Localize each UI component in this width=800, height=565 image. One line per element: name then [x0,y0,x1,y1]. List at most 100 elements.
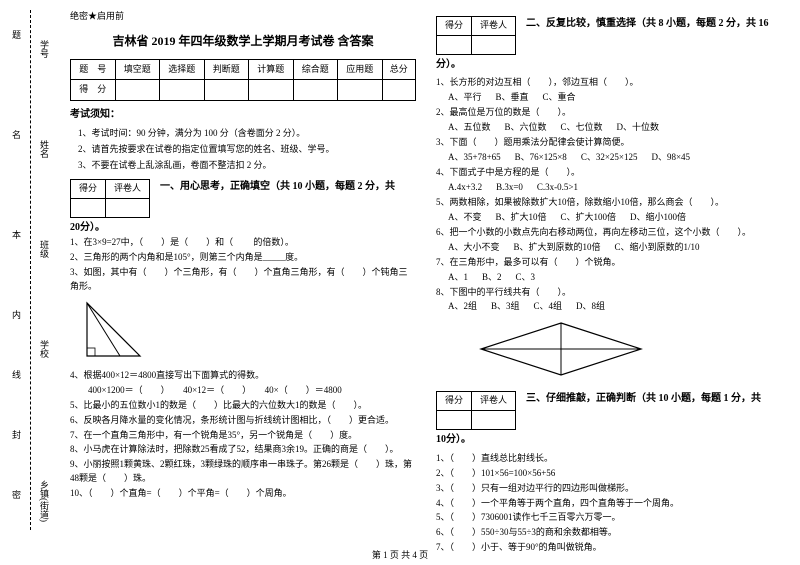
th: 选择题 [160,59,205,80]
table-row: 得 分 [71,80,416,101]
opt: D、8组 [576,300,605,314]
td[interactable] [437,35,472,54]
section-1-title: 一、用心思考，正确填空（共 10 小题，每题 2 分，共 [160,179,416,195]
opt: B、六位数 [505,121,547,135]
th: 综合题 [293,59,338,80]
s3q2: 2、（ ）101×56=100×56+56 [436,467,782,481]
s3q4: 4、（ ）一个平角等于两个直角，四个直角等于一个周角。 [436,497,782,511]
section-3-header: 得分评卷人 三、仔细推敲，正确判断（共 10 小题，每题 1 分，共 [436,391,782,430]
th: 计算题 [249,59,294,80]
side-label-class: 班级 [38,240,51,258]
q3: 3、如图，其中有（ ）个三角形，有（ ）个直角三角形，有（ ）个钝角三角形。 [70,266,416,294]
s3q6: 6、（ ）550÷30与55÷3的商和余数都相等。 [436,526,782,540]
confidential-label: 绝密★启用前 [70,10,416,24]
opt: C、3 [516,271,536,285]
opt: C、扩大100倍 [561,211,617,225]
td[interactable] [472,411,516,430]
td[interactable] [437,411,472,430]
right-column: 得分评卷人 二、反复比较，慎重选择（共 8 小题，每题 2 分，共 16 分）。… [426,10,792,540]
opt: A、1 [448,271,468,285]
s2q8: 8、下图中的平行线共有（ ）。 [436,286,782,300]
score-mini-table: 得分评卷人 [70,179,150,218]
notice-title: 考试须知： [70,107,416,123]
s2q3: 3、下面（ ）题用乘法分配律会使计算简便。 [436,136,782,150]
notice-item: 1、考试时间：90 分钟，满分为 100 分（含卷面分 2 分）。 [78,127,416,141]
q8: 8、小马虎在计算除法时，把除数25看成了52，结果商3余19。正确的商是（ ）。 [70,443,416,457]
section-2-title: 二、反复比较，慎重选择（共 8 小题，每题 2 分，共 16 [526,16,782,32]
opt: A、不变 [448,211,482,225]
side-label-name: 姓名 [38,140,51,158]
exam-title: 吉林省 2019 年四年级数学上学期月考试卷 含答案 [70,32,416,51]
side-marker: 密 [10,490,23,499]
opt: C、缩小到原数的1/10 [615,241,700,255]
opt: A、2组 [448,300,477,314]
triangle-svg [82,298,172,360]
s2q7: 7、在三角形中，最多可以有（ ）个锐角。 [436,256,782,270]
opt: B、3组 [491,300,520,314]
th: 题 号 [71,59,116,80]
side-label-town: 乡镇(街道) [38,480,51,522]
td: 得分 [437,17,472,36]
q10: 10、（ ）个直角=（ ）个平角=（ ）个周角。 [70,487,416,501]
opt: C、七位数 [561,121,603,135]
page-body: 绝密★启用前 吉林省 2019 年四年级数学上学期月考试卷 含答案 题 号 填空… [0,0,800,540]
opt: A、平行 [448,91,482,105]
binding-line [30,10,31,530]
td[interactable] [472,35,516,54]
side-marker: 线 [10,370,23,379]
section-2-title-cont: 分）。 [436,57,782,73]
opt: A、五位数 [448,121,491,135]
section-3-title-cont: 10分）。 [436,432,782,448]
left-column: 绝密★启用前 吉林省 2019 年四年级数学上学期月考试卷 含答案 题 号 填空… [60,10,426,540]
binding-margin: 学号 姓名 班级 学校 乡镇(街道) 题 名 本 内 线 封 密 [0,0,55,540]
s2q4: 4、下面式子中是方程的是（ ）。 [436,166,782,180]
opt: C、4组 [534,300,563,314]
td: 评卷人 [472,392,516,411]
td[interactable] [338,80,383,101]
td[interactable] [293,80,338,101]
section-1-title-cont: 20分）。 [70,220,416,236]
q4s: 400×1200＝（ ） 40×12＝（ ） 40×（ ）＝4800 [70,384,416,398]
rhombus-figure [476,318,782,385]
side-marker: 题 [10,30,23,39]
q4: 4、根据400×12＝4800直接写出下面算式的得数。 [70,369,416,383]
td[interactable] [71,198,106,217]
s2q2: 2、最高位是万位的数是（ ）。 [436,106,782,120]
opt: D、十位数 [617,121,660,135]
side-label-school: 学校 [38,340,51,358]
opt: B、扩大10倍 [496,211,547,225]
td[interactable] [160,80,205,101]
td[interactable] [204,80,249,101]
td: 评卷人 [472,17,516,36]
s3q1: 1、（ ）直线总比射线长。 [436,452,782,466]
notice-item: 3、不要在试卷上乱涂乱画，卷面不整洁扣 2 分。 [78,159,416,173]
td: 得分 [71,179,106,198]
opt: B、2 [482,271,502,285]
side-label-id: 学号 [38,40,51,58]
opt: C.3x-0.5>1 [537,181,578,195]
s2q5: 5、两数相除，如果被除数扩大10倍，除数缩小10倍，那么商会（ ）。 [436,196,782,210]
td[interactable] [115,80,160,101]
opt: A、35+78+65 [448,151,501,165]
td[interactable] [249,80,294,101]
opt: B、76×125×8 [515,151,567,165]
th: 判断题 [204,59,249,80]
score-table: 题 号 填空题 选择题 判断题 计算题 综合题 应用题 总分 得 分 [70,59,416,102]
td: 得分 [437,392,472,411]
side-marker: 本 [10,230,23,239]
page-footer: 第 1 页 共 4 页 [0,548,800,561]
s2q6: 6、把一个小数的小数点先向右移动两位，再向左移动三位，这个小数（ ）。 [436,226,782,240]
td[interactable] [106,198,150,217]
s3q5: 5、（ ）7306001读作七千三百零六万零一。 [436,511,782,525]
table-row: 题 号 填空题 选择题 判断题 计算题 综合题 应用题 总分 [71,59,416,80]
opt: A、大小不变 [448,241,500,255]
side-marker: 内 [10,310,23,319]
section-1-header: 得分评卷人 一、用心思考，正确填空（共 10 小题，每题 2 分，共 [70,179,416,218]
td: 得 分 [71,80,116,101]
th: 填空题 [115,59,160,80]
td[interactable] [382,80,416,101]
opt: D、98×45 [651,151,690,165]
rhombus-svg [476,318,646,380]
opt: C、重合 [543,91,576,105]
opt: C、32×25×125 [581,151,638,165]
